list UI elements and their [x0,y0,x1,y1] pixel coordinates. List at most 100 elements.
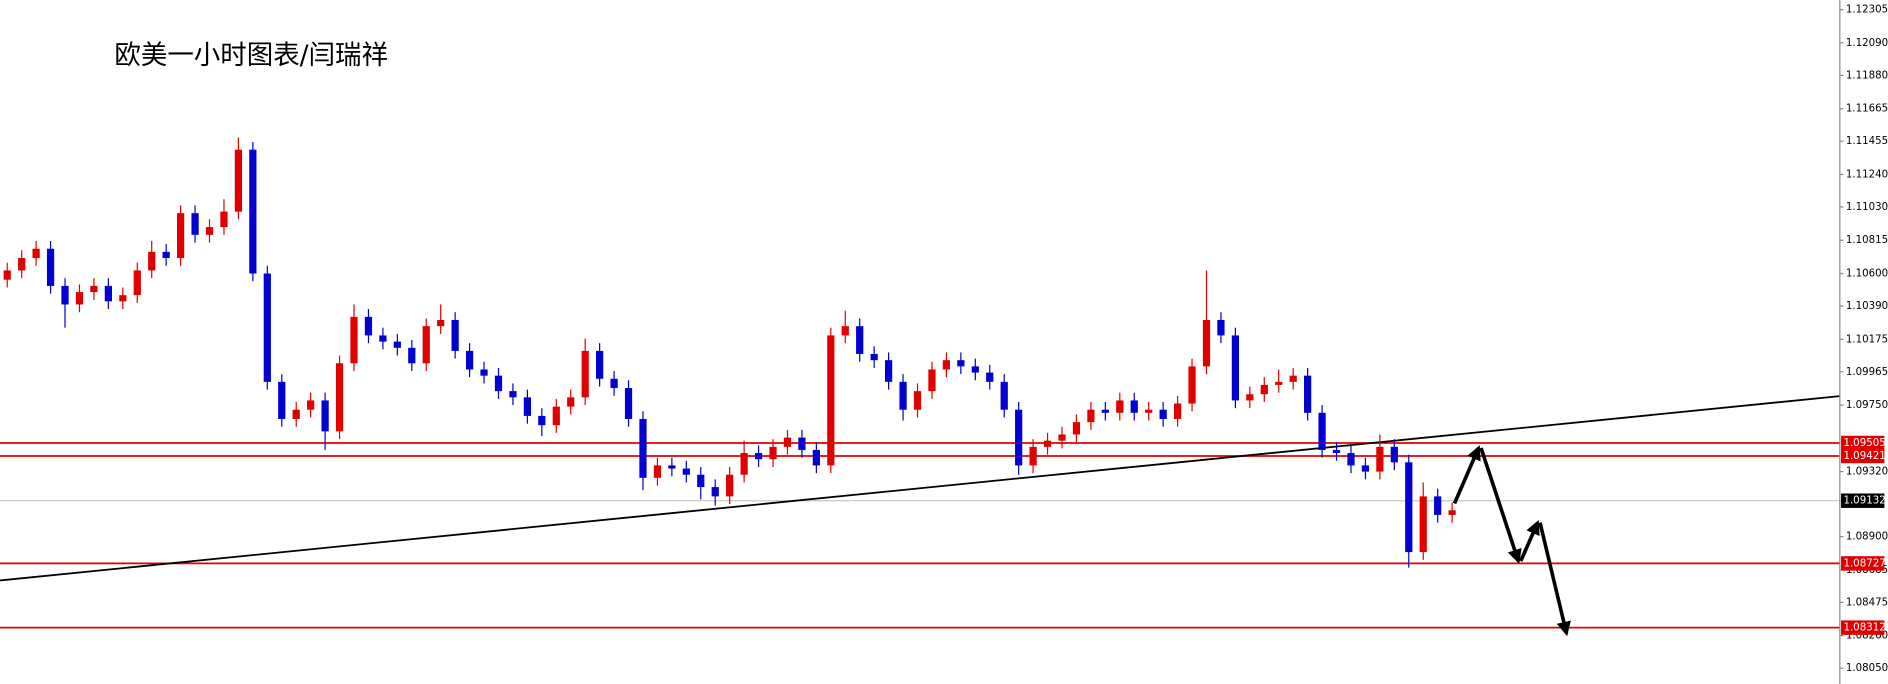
y-tick-label: 1.08475 [1846,597,1888,608]
candle-body [1361,465,1370,472]
candle-body [1419,496,1427,553]
candle-body [1304,375,1312,413]
candle-body [393,341,401,348]
candle-body [75,292,84,305]
candle-body [552,406,560,426]
candle-body [697,474,705,488]
candle-body [1058,434,1066,441]
y-tick-label: 1.08260 [1846,631,1888,642]
candle-body [581,350,589,398]
candle-body [1275,381,1283,385]
candle-body [856,326,864,354]
y-tick-label: 1.08900 [1846,532,1888,543]
level-label: 1.09505 [1843,438,1885,449]
candle-body [942,360,951,370]
level-tag [1841,448,1885,464]
y-tick-label: 1.11880 [1846,70,1888,81]
candle-body [119,295,127,302]
candle-body [1376,446,1384,472]
candle-body [1145,409,1153,413]
candle-body [885,360,893,382]
candle-body [148,251,156,271]
candle-body [321,400,329,432]
arrow [1519,519,1540,562]
candle-body [379,335,387,342]
candle-body [610,378,618,389]
candle-body [1246,394,1254,401]
candle-body [957,360,965,367]
candle-body [480,369,488,376]
candle-body [32,248,40,259]
candle-body [971,366,979,373]
candle-body [682,468,690,475]
candle-body [1332,449,1341,454]
candle-body [899,381,907,410]
candle-body [249,149,257,274]
candle-body [596,350,604,379]
candle-body [653,465,662,478]
candle-body [1289,375,1297,382]
candle-body [1390,446,1398,463]
candle-body [162,251,170,259]
candle-body [913,391,922,410]
candle-body [754,453,763,460]
candle-body [61,285,69,305]
candle-body [465,350,474,370]
candle-body [624,388,633,419]
candle-body [1015,409,1023,466]
candle-body [523,397,531,416]
plot-area [0,137,1840,629]
candle-body [567,397,575,407]
candle-body [769,446,777,460]
candle-body [928,369,936,392]
level-tag [1841,435,1885,451]
candle-body [220,211,228,228]
y-tick-label: 1.12090 [1846,38,1888,49]
candle-body [740,453,748,475]
candle-body [1087,409,1095,423]
current-price-label: 1.09132 [1843,496,1885,507]
candle-body [827,335,835,466]
y-tick-label: 1.11665 [1846,104,1888,115]
candle-body [1043,440,1052,447]
candle-body [1448,510,1456,515]
candle-body [1231,335,1239,401]
candle-body [437,319,445,327]
candle-body [726,474,734,497]
y-tick-label: 1.11240 [1846,169,1888,180]
y-tick-label: 1.08050 [1846,663,1888,674]
candle-body [494,375,503,392]
candle-body [205,227,214,235]
candle-body [509,391,517,398]
candle-body [451,319,459,351]
candle-body [1318,412,1326,450]
arrow [1479,447,1522,564]
level-label: 1.08312 [1843,623,1885,634]
candle-body [90,285,98,293]
candle-body [1260,384,1268,395]
candle-body [783,437,792,447]
candle-body [234,149,243,212]
candle-body [1347,453,1355,466]
candle-body [1000,381,1008,410]
candle-body [422,326,430,364]
y-tick-label: 1.09965 [1846,367,1888,378]
candle-body [1130,400,1138,413]
candle-body [668,465,676,469]
candle-body [798,437,806,450]
candle-body [1173,403,1182,419]
y-tick-label: 1.10390 [1846,301,1888,312]
candle-body [538,415,546,426]
candle-body [1072,422,1081,435]
candle-body [1434,496,1442,515]
candle-body [408,347,416,364]
candle-body [1188,366,1196,404]
candle-body [870,353,878,361]
chart-title: 欧美一小时图表/闫瑞祥 [114,40,388,71]
arrow [1452,445,1481,505]
y-tick-label: 1.09320 [1846,467,1888,478]
candle-body [191,213,199,235]
trendline [0,395,1840,582]
